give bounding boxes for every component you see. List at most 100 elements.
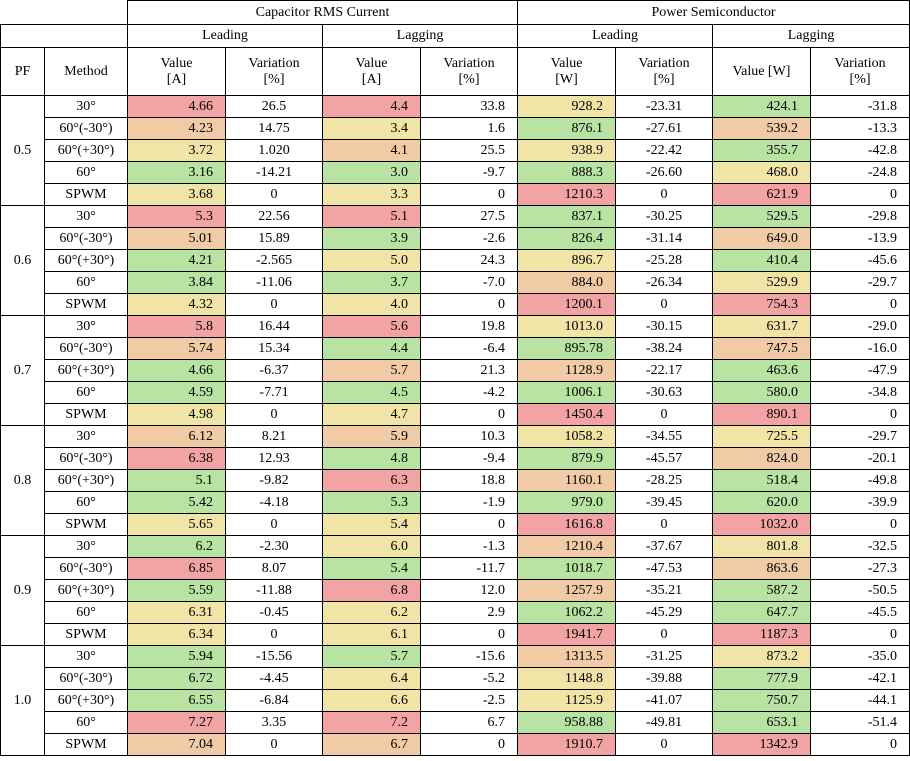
cap-lag-variation-cell: 27.5 [419, 205, 519, 228]
header-cap-lag-value: Value [A] [322, 47, 421, 96]
pow-lead-value-cell: 837.1 [517, 205, 617, 228]
pow-lag-variation-cell: -47.9 [810, 359, 910, 382]
cap-lag-value-cell: 7.2 [322, 711, 421, 734]
pow-lag-value-cell: 863.6 [712, 557, 812, 580]
cap-lead-value-cell: 5.42 [127, 491, 226, 514]
cap-lead-variation-cell: 8.07 [225, 557, 323, 580]
cap-lag-value-cell: 5.7 [322, 359, 421, 382]
method-cell: 60° [44, 271, 128, 294]
cap-lag-value-cell: 4.5 [322, 381, 421, 404]
pow-lag-value-cell: 653.1 [712, 711, 812, 734]
pow-lag-value-cell: 355.7 [712, 139, 812, 162]
cap-lag-value-cell: 6.6 [322, 689, 421, 712]
method-cell: 60°(-30°) [44, 337, 128, 360]
method-cell: 60°(-30°) [44, 117, 128, 140]
cap-lag-variation-cell: 12.0 [419, 579, 519, 602]
pow-lag-variation-cell: -45.6 [810, 249, 910, 272]
pow-lag-variation-cell: -29.7 [810, 425, 910, 448]
pow-lead-value-cell: 979.0 [517, 491, 617, 514]
pow-lead-variation-cell: -31.14 [615, 227, 714, 250]
table-row: 60°(+30°) 4.21 -2.565 5.0 24.3 896.7 -25.28 410… [1, 249, 910, 272]
pow-lag-value-cell: 529.9 [712, 271, 812, 294]
cap-lag-value-cell: 3.4 [322, 117, 421, 140]
pow-lag-value-cell: 647.7 [712, 601, 812, 624]
pow-lag-value-cell: 1032.0 [712, 513, 812, 536]
cap-lag-variation-cell: 0 [419, 733, 519, 756]
cap-lag-variation-cell: -5.2 [419, 667, 519, 690]
pow-lag-variation-cell: -13.3 [810, 117, 910, 140]
table-header: Capacitor RMS Current Power Semiconducto… [0, 0, 910, 96]
cap-lead-variation-cell: -6.84 [225, 689, 323, 712]
pow-lag-value-cell: 620.0 [712, 491, 812, 514]
pow-lead-value-cell: 1148.8 [517, 667, 617, 690]
pow-lag-variation-cell: 0 [810, 513, 910, 536]
table-row: 60°(-30°) 5.01 15.89 3.9 -2.6 826.4 -31.14 649.… [1, 227, 910, 250]
pow-lag-value-cell: 890.1 [712, 403, 812, 426]
cap-lead-value-cell: 6.55 [127, 689, 226, 712]
table-row: 60° 3.84 -11.06 3.7 -7.0 884.0 -26.34 529.9 -29.… [1, 271, 910, 294]
cap-lead-value-cell: 6.12 [127, 425, 226, 448]
cap-lead-variation-cell: -6.37 [225, 359, 323, 382]
cap-lag-value-cell: 3.7 [322, 271, 421, 294]
pow-lag-value-cell: 463.6 [712, 359, 812, 382]
method-cell: 60°(-30°) [44, 557, 128, 580]
pow-lead-variation-cell: -35.21 [615, 579, 714, 602]
table-row: 0.6 30° 5.3 22.56 5.1 27.5 837.1 -30.25 529.5 -29… [0, 205, 910, 316]
cap-lag-variation-cell: -11.7 [419, 557, 519, 580]
cap-lag-value-cell: 4.1 [322, 139, 421, 162]
pow-lead-value-cell: 826.4 [517, 227, 617, 250]
pow-lead-value-cell: 1128.9 [517, 359, 617, 382]
pow-lead-value-cell: 879.9 [517, 447, 617, 470]
pow-lag-variation-cell: -50.5 [810, 579, 910, 602]
pow-lag-variation-cell: -49.8 [810, 469, 910, 492]
method-cell: 60°(+30°) [44, 139, 128, 162]
cap-lead-variation-cell: -0.45 [225, 601, 323, 624]
pow-lag-variation-cell: 0 [810, 623, 910, 646]
pf-cell: 0.6 [0, 205, 45, 316]
pow-lag-value-cell: 539.2 [712, 117, 812, 140]
cap-lag-value-cell: 5.9 [322, 425, 421, 448]
cap-lag-value-cell: 5.7 [322, 645, 421, 668]
table-row: 0.8 30° 6.12 8.21 5.9 10.3 1058.2 -34.55 725.5 -2… [0, 425, 910, 536]
cap-lag-variation-cell: 24.3 [419, 249, 519, 272]
pow-lead-value-cell: 1257.9 [517, 579, 617, 602]
pow-lead-value-cell: 928.2 [517, 95, 617, 118]
cap-lead-value-cell: 3.68 [127, 183, 226, 206]
cap-lag-variation-cell: -2.5 [419, 689, 519, 712]
pow-lead-variation-cell: -23.31 [615, 95, 714, 118]
pow-lag-variation-cell: -39.9 [810, 491, 910, 514]
cap-lead-variation-cell: 3.35 [225, 711, 323, 734]
cap-lag-variation-cell: 18.8 [419, 469, 519, 492]
method-cell: 30° [44, 205, 128, 228]
method-cell: 60°(+30°) [44, 359, 128, 382]
cap-lag-value-cell: 6.3 [322, 469, 421, 492]
pow-lag-variation-cell: -29.7 [810, 271, 910, 294]
cap-lead-variation-cell: 8.21 [225, 425, 323, 448]
pow-lag-variation-cell: 0 [810, 293, 910, 316]
table-row: 60°(-30°) 6.85 8.07 5.4 -11.7 1018.7 -47.53 863… [1, 557, 910, 580]
table-row: 60° 3.16 -14.21 3.0 -9.7 888.3 -26.60 468.0 -24.… [1, 161, 910, 184]
cap-lag-variation-cell: -4.2 [419, 381, 519, 404]
pow-lag-value-cell: 621.9 [712, 183, 812, 206]
cap-lag-value-cell: 4.4 [322, 337, 421, 360]
pow-lead-variation-cell: -30.25 [615, 205, 714, 228]
header-pow-lead-value: Value [W] [517, 47, 617, 96]
cap-lead-value-cell: 4.98 [127, 403, 226, 426]
header-cap-lead-variation: Variation [%] [225, 47, 323, 96]
pow-lead-value-cell: 1160.1 [517, 469, 617, 492]
method-cell: 30° [44, 95, 128, 118]
pow-lag-variation-cell: 0 [810, 403, 910, 426]
pow-lag-variation-cell: -44.1 [810, 689, 910, 712]
header-capacitor-rms-current: Capacitor RMS Current [126, 0, 519, 25]
pow-lag-value-cell: 1187.3 [712, 623, 812, 646]
method-cell: 60° [44, 601, 128, 624]
cap-lead-value-cell: 6.2 [127, 535, 226, 558]
pow-lag-value-cell: 518.4 [712, 469, 812, 492]
cap-lead-variation-cell: 26.5 [225, 95, 323, 118]
cap-lead-variation-cell: -11.88 [225, 579, 323, 602]
pow-lead-value-cell: 884.0 [517, 271, 617, 294]
table-row: 60°(+30°) 5.1 -9.82 6.3 18.8 1160.1 -28.25 518.… [1, 469, 910, 492]
cap-lag-variation-cell: 0 [419, 513, 519, 536]
pow-lead-value-cell: 1450.4 [517, 403, 617, 426]
